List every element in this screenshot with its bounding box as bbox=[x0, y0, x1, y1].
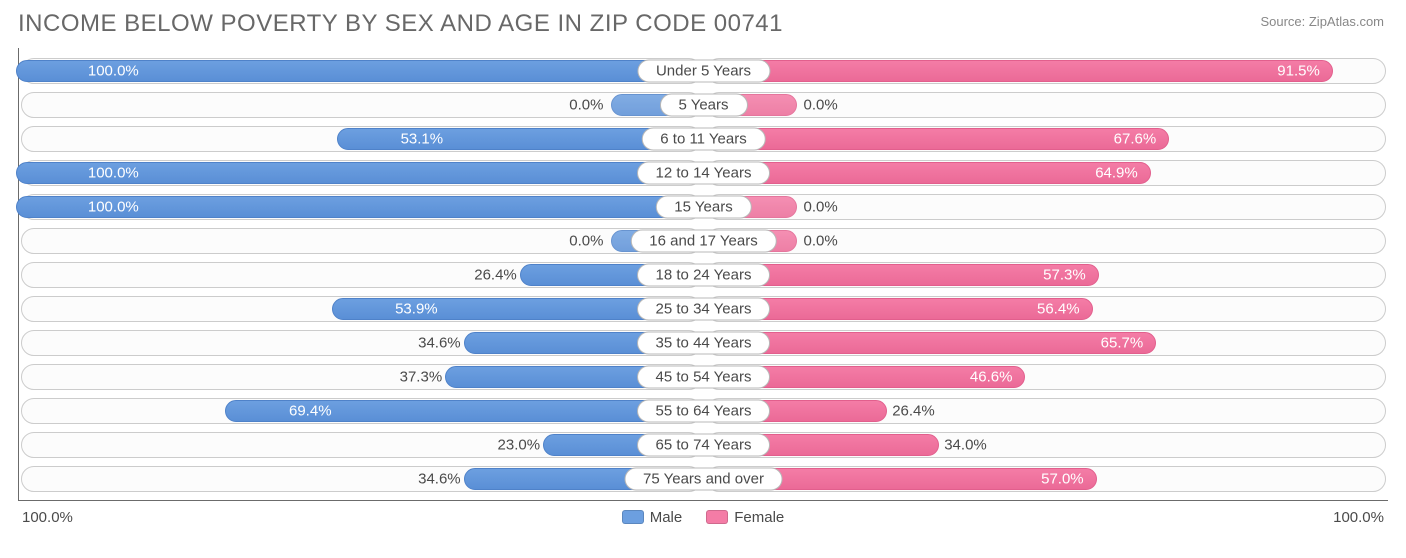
legend-swatch bbox=[622, 510, 644, 524]
category-label: 16 and 17 Years bbox=[630, 230, 776, 253]
value-female: 0.0% bbox=[804, 199, 838, 216]
value-male: 0.0% bbox=[569, 97, 603, 114]
legend-label: Male bbox=[650, 509, 683, 526]
value-male: 100.0% bbox=[84, 199, 139, 216]
data-row: 100.0% 0.0% 15 Years bbox=[19, 192, 1388, 222]
bar-female bbox=[707, 128, 1170, 150]
legend-item-female: Female bbox=[706, 509, 784, 526]
chart-plot-area: 100.0% 91.5% Under 5 Years 0.0% 0.0% 5 Years 5… bbox=[18, 48, 1388, 501]
legend-swatch bbox=[706, 510, 728, 524]
value-female: 57.0% bbox=[1041, 471, 1084, 488]
value-female: 64.9% bbox=[1095, 165, 1138, 182]
data-row: 100.0% 91.5% Under 5 Years bbox=[19, 56, 1388, 86]
value-male: 34.6% bbox=[418, 335, 461, 352]
value-male: 100.0% bbox=[84, 63, 139, 80]
value-female: 57.3% bbox=[1043, 267, 1086, 284]
legend-label: Female bbox=[734, 509, 784, 526]
category-label: Under 5 Years bbox=[637, 60, 770, 83]
value-male: 23.0% bbox=[498, 437, 541, 454]
value-female: 56.4% bbox=[1037, 301, 1080, 318]
data-row: 100.0% 64.9% 12 to 14 Years bbox=[19, 158, 1388, 188]
data-row: 26.4% 57.3% 18 to 24 Years bbox=[19, 260, 1388, 290]
value-male: 100.0% bbox=[84, 165, 139, 182]
chart-footer: 100.0% Male Female 100.0% bbox=[18, 501, 1388, 526]
data-row: 37.3% 46.6% 45 to 54 Years bbox=[19, 362, 1388, 392]
data-row: 23.0% 34.0% 65 to 74 Years bbox=[19, 430, 1388, 460]
bar-female bbox=[707, 162, 1151, 184]
category-label: 15 Years bbox=[655, 196, 751, 219]
category-label: 6 to 11 Years bbox=[641, 128, 765, 151]
chart-legend: Male Female bbox=[622, 509, 785, 526]
category-label: 12 to 14 Years bbox=[637, 162, 771, 185]
data-row: 53.9% 56.4% 25 to 34 Years bbox=[19, 294, 1388, 324]
value-female: 46.6% bbox=[970, 369, 1013, 386]
value-male: 53.1% bbox=[397, 131, 444, 148]
category-label: 55 to 64 Years bbox=[637, 400, 771, 423]
value-male: 26.4% bbox=[474, 267, 517, 284]
chart-header: INCOME BELOW POVERTY BY SEX AND AGE IN Z… bbox=[18, 10, 1388, 38]
legend-item-male: Male bbox=[622, 509, 683, 526]
category-label: 75 Years and over bbox=[624, 468, 783, 491]
value-female: 26.4% bbox=[892, 403, 935, 420]
value-female: 65.7% bbox=[1101, 335, 1144, 352]
value-male: 37.3% bbox=[400, 369, 443, 386]
category-label: 45 to 54 Years bbox=[637, 366, 771, 389]
value-female: 91.5% bbox=[1277, 63, 1320, 80]
chart-title: INCOME BELOW POVERTY BY SEX AND AGE IN Z… bbox=[18, 10, 783, 38]
category-label: 25 to 34 Years bbox=[637, 298, 771, 321]
value-male: 53.9% bbox=[391, 301, 438, 318]
chart-source: Source: ZipAtlas.com bbox=[1260, 14, 1384, 29]
value-male: 69.4% bbox=[285, 403, 332, 420]
value-male: 34.6% bbox=[418, 471, 461, 488]
bar-female bbox=[707, 60, 1333, 82]
category-label: 18 to 24 Years bbox=[637, 264, 771, 287]
bar-female bbox=[707, 332, 1157, 354]
data-row: 69.4% 26.4% 55 to 64 Years bbox=[19, 396, 1388, 426]
data-row: 53.1% 67.6% 6 to 11 Years bbox=[19, 124, 1388, 154]
axis-left-end: 100.0% bbox=[22, 509, 73, 526]
data-row: 34.6% 65.7% 35 to 44 Years bbox=[19, 328, 1388, 358]
poverty-butterfly-chart: INCOME BELOW POVERTY BY SEX AND AGE IN Z… bbox=[0, 0, 1406, 558]
value-female: 0.0% bbox=[804, 97, 838, 114]
value-female: 0.0% bbox=[804, 233, 838, 250]
axis-right-end: 100.0% bbox=[1333, 509, 1384, 526]
category-label: 65 to 74 Years bbox=[637, 434, 771, 457]
category-label: 5 Years bbox=[659, 94, 747, 117]
data-row: 0.0% 0.0% 5 Years bbox=[19, 90, 1388, 120]
data-row: 0.0% 0.0% 16 and 17 Years bbox=[19, 226, 1388, 256]
value-female: 67.6% bbox=[1114, 131, 1157, 148]
value-male: 0.0% bbox=[569, 233, 603, 250]
data-row: 34.6% 57.0% 75 Years and over bbox=[19, 464, 1388, 494]
value-female: 34.0% bbox=[944, 437, 987, 454]
category-label: 35 to 44 Years bbox=[637, 332, 771, 355]
